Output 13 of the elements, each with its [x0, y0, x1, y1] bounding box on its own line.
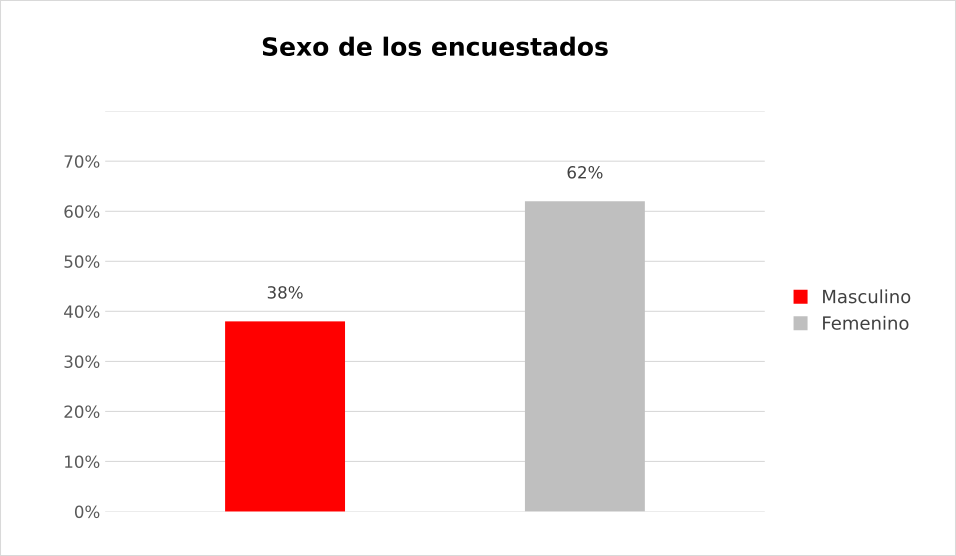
- y-tick-label: 30%: [64, 355, 100, 368]
- data-label: 38%: [268, 286, 303, 299]
- y-tick-label: 60%: [64, 205, 100, 218]
- y-tick-label: 50%: [64, 255, 100, 268]
- y-tick-label: 40%: [64, 305, 100, 318]
- data-label: 62%: [568, 166, 602, 179]
- legend-label: Masculino: [823, 289, 910, 304]
- y-tick-label: 70%: [64, 155, 100, 168]
- chart-title: Sexo de los encuestados: [262, 36, 608, 56]
- y-tick-label: 20%: [64, 405, 100, 418]
- legend-label: Femenino: [823, 316, 908, 330]
- y-tick-label: 0%: [74, 505, 100, 518]
- y-tick-label: 10%: [65, 455, 100, 468]
